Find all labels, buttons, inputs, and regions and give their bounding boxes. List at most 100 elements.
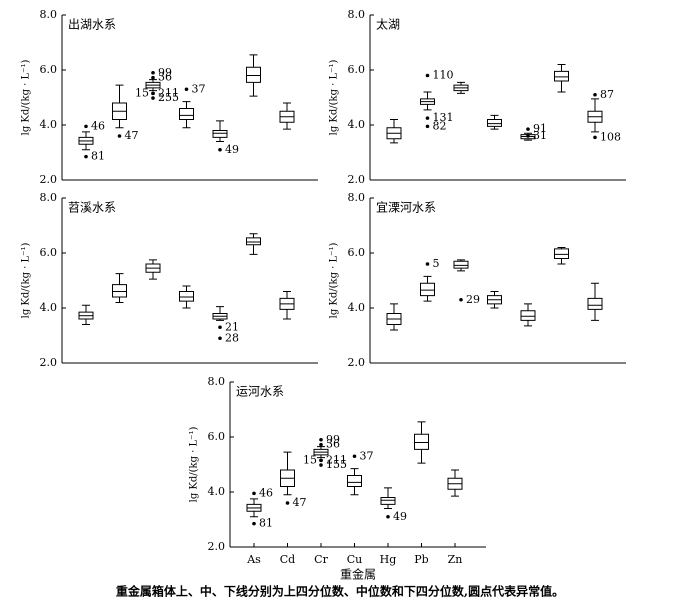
box — [112, 284, 127, 298]
outlier-label: 31 — [533, 129, 547, 142]
y-axis-label: lg Kd/(kg · L⁻¹) — [21, 243, 32, 319]
y-tick-label: 4.0 — [40, 301, 58, 314]
x-tick-label: Cr — [314, 553, 328, 566]
y-tick-label: 4.0 — [348, 118, 366, 131]
box — [246, 237, 261, 246]
panel-title: 苕溪水系 — [68, 201, 116, 215]
y-axis-label: lg Kd/(kg · L⁻¹) — [189, 427, 200, 503]
outlier — [285, 501, 290, 505]
outlier — [425, 116, 430, 120]
y-tick-label: 8.0 — [348, 8, 366, 21]
outlier — [319, 458, 323, 463]
outlier-label: 99 — [326, 433, 340, 446]
outlier-label: 46 — [91, 119, 105, 132]
outlier-label: 81 — [91, 150, 105, 163]
outlier-label: 211 — [326, 453, 347, 466]
panel-title: 运河水系 — [236, 385, 284, 399]
panel-title: 出湖水系 — [68, 17, 116, 32]
outlier-label: 29 — [466, 293, 480, 306]
outlier — [218, 336, 222, 341]
y-tick-label: 6.0 — [40, 63, 58, 76]
y-tick-label: 2.0 — [348, 356, 366, 369]
box — [554, 248, 569, 259]
y-tick-label: 4.0 — [348, 301, 366, 314]
outlier — [84, 154, 88, 159]
outlier-label: 108 — [600, 130, 621, 143]
x-tick-label: Cd — [280, 553, 295, 566]
outlier-label: 87 — [600, 88, 614, 101]
x-tick-label: As — [246, 553, 261, 566]
box — [179, 108, 194, 120]
outlier-label: 99 — [158, 66, 172, 79]
box — [453, 260, 469, 269]
box — [179, 291, 194, 302]
outlier-label: 110 — [433, 69, 454, 82]
outlier — [526, 127, 530, 131]
outlier — [117, 134, 122, 138]
y-tick-label: 6.0 — [348, 246, 366, 259]
y-tick-label: 2.0 — [208, 540, 226, 553]
y-tick-label: 4.0 — [208, 485, 226, 498]
outlier — [319, 463, 323, 467]
outlier — [184, 87, 189, 92]
box — [380, 497, 396, 505]
x-axis-label: 重金属 — [340, 567, 376, 582]
caption: 重金属箱体上、中、下线分别为上四分位数、中位数和下四分位数,圆点代表异常值。 — [116, 584, 564, 599]
y-tick-label: 6.0 — [348, 63, 366, 76]
outlier — [352, 454, 357, 459]
outlier-label: 82 — [433, 119, 447, 132]
y-axis-label: lg Kd/(kg · L⁻¹) — [329, 60, 340, 136]
outlier — [386, 514, 390, 519]
outlier — [151, 75, 155, 80]
box — [520, 310, 536, 321]
outlier-label: 37 — [192, 82, 206, 95]
outlier-label: 28 — [225, 331, 239, 344]
outlier-label: 37 — [360, 449, 374, 462]
x-tick-label: Zn — [448, 553, 463, 566]
y-axis-label: lg Kd/(kg · L⁻¹) — [21, 60, 32, 136]
outlier-label: 46 — [259, 486, 273, 499]
outlier-label: 15 — [135, 86, 149, 99]
outlier — [425, 73, 430, 78]
panel-title: 宜溧河水系 — [376, 200, 436, 215]
box — [414, 433, 429, 450]
outlier-label: 15 — [303, 453, 317, 466]
outlier — [151, 96, 155, 100]
box — [347, 475, 362, 487]
outlier — [218, 147, 222, 152]
outlier — [151, 91, 155, 96]
box — [212, 130, 228, 138]
outlier — [425, 124, 430, 129]
x-tick-label: Cu — [347, 553, 363, 566]
outlier-label: 155 — [326, 458, 347, 471]
box — [554, 70, 569, 82]
outlier — [425, 262, 430, 266]
y-tick-label: 4.0 — [40, 118, 58, 131]
y-tick-label: 6.0 — [40, 246, 58, 259]
outlier-label: 47 — [125, 129, 139, 142]
outlier-label: 91 — [533, 122, 547, 135]
outlier — [84, 124, 88, 129]
y-tick-label: 2.0 — [40, 173, 58, 186]
outlier-label: 21 — [225, 320, 239, 333]
outlier-label: 81 — [259, 517, 273, 530]
outlier — [319, 442, 323, 447]
outlier-label: 211 — [158, 86, 179, 99]
y-tick-label: 8.0 — [40, 8, 58, 21]
box — [246, 66, 261, 83]
outlier — [593, 92, 597, 97]
outlier-label: 36 — [158, 71, 172, 84]
outlier — [151, 70, 155, 75]
y-tick-label: 8.0 — [208, 375, 226, 388]
y-tick-label: 6.0 — [208, 430, 226, 443]
y-tick-label: 2.0 — [40, 356, 58, 369]
outlier-label: 47 — [293, 496, 307, 509]
outlier-label: 49 — [393, 510, 407, 523]
box — [487, 119, 502, 127]
outlier-label: 5 — [433, 257, 440, 270]
panel-title: 太湖 — [376, 17, 400, 32]
x-tick-label: Pb — [414, 553, 428, 566]
box — [420, 282, 435, 297]
box — [587, 297, 603, 310]
